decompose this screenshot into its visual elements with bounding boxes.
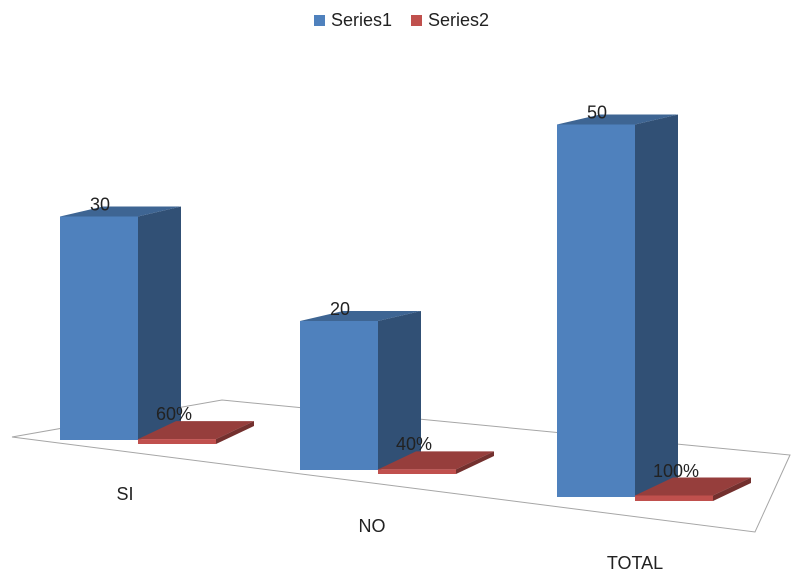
category-label-si: SI (116, 484, 133, 504)
chart-bars (60, 114, 751, 501)
bar-front (557, 124, 635, 497)
bar-side (138, 206, 181, 440)
data-label-series1-si: 30 (90, 195, 110, 215)
legend-item-series1: Series1 (313, 10, 392, 31)
legend-label-series2: Series2 (428, 10, 490, 30)
bar-series2-si (138, 421, 254, 444)
legend-swatch-series2 (411, 15, 422, 26)
legend-label-series1: Series1 (330, 10, 392, 30)
bar-top (300, 311, 421, 321)
bar-top (378, 451, 494, 470)
data-label-series2-no: 40% (396, 434, 432, 454)
chart-category-labels: SI NO TOTAL (116, 484, 663, 573)
bar-top (138, 421, 254, 440)
bar-front (300, 321, 378, 470)
bar-top (557, 114, 678, 125)
bar-front (635, 495, 713, 501)
bar-top (60, 206, 181, 217)
bar-series1-no (300, 311, 421, 470)
data-label-series1-no: 20 (330, 299, 350, 319)
data-label-series1-total: 50 (587, 103, 607, 123)
bar-series2-no (378, 451, 494, 474)
bar-side (713, 477, 751, 501)
bar-series1-si (60, 206, 181, 440)
bar-series2-total (635, 477, 751, 501)
legend-item-series2: Series2 (411, 10, 489, 31)
chart-data-labels: 30 60% 20 40% 50 100% (90, 103, 699, 482)
category-label-no: NO (359, 516, 386, 536)
bar-front (138, 439, 216, 444)
bar-series1-total (557, 114, 678, 497)
data-label-series2-total: 100% (653, 461, 699, 481)
category-label-total: TOTAL (607, 553, 663, 573)
bar-front (378, 469, 456, 474)
bar-top (635, 477, 751, 496)
bar-side (216, 421, 254, 444)
bar-front (60, 216, 138, 440)
data-label-series2-si: 60% (156, 404, 192, 424)
legend-swatch-series1 (313, 15, 325, 26)
bar-side (378, 311, 421, 470)
bar-side (456, 451, 494, 474)
bar-side (635, 114, 678, 497)
chart-legend: Series1 Series2 (0, 10, 803, 31)
